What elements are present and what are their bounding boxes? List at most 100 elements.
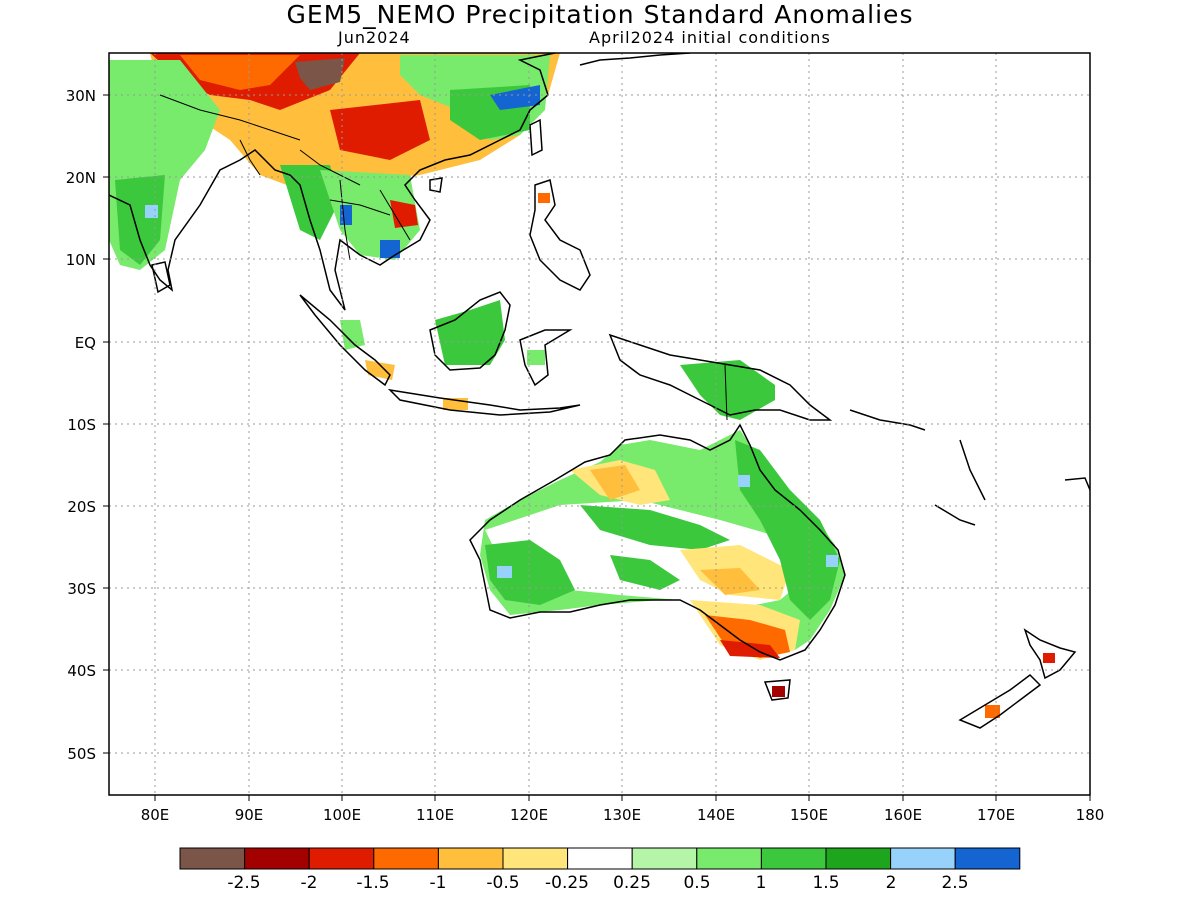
colorbar-label: 1 <box>756 873 767 893</box>
coast-borneo <box>429 291 511 371</box>
lon-tick-label: 100E <box>323 806 361 824</box>
coast-new-caledonia <box>934 504 976 526</box>
colorbar-swatch <box>631 847 698 870</box>
colorbar-swatch <box>502 847 569 870</box>
shade-tasmania-darkred <box>772 686 785 697</box>
lon-tick-label: 120E <box>510 806 548 824</box>
lat-tick-label: 10S <box>67 416 96 434</box>
coast-java <box>387 388 581 416</box>
shade-borneo-green <box>435 300 505 365</box>
colorbar-swatch <box>437 847 504 870</box>
lon-tick-label: 180 <box>1076 806 1105 824</box>
anomaly-field <box>109 53 1055 718</box>
lon-tick-label: 150E <box>790 806 828 824</box>
coast-fiji <box>1064 477 1090 491</box>
lat-tick-label: 40S <box>67 662 96 680</box>
shade-china-red-east <box>330 100 430 160</box>
colorbar-label: -0.5 <box>486 873 519 893</box>
colorbar-swatch <box>244 847 310 870</box>
shade-aus-green-west <box>485 540 575 605</box>
lon-tick-label: 80E <box>141 806 170 824</box>
shade-yangtze-blue <box>490 85 540 110</box>
colorbar-label: -2.5 <box>227 873 260 893</box>
lon-tick-label: 170E <box>977 806 1015 824</box>
colorbar-label: -2 <box>301 873 318 893</box>
lat-tick-label: 20S <box>67 498 96 516</box>
lat-tick-label: 10N <box>66 251 96 269</box>
colorbar-swatch <box>567 847 633 870</box>
lat-labels: 30N 20N 10N EQ 10S 20S 30S 40S 50S <box>66 87 96 763</box>
colorbar-label: 0.25 <box>613 873 651 893</box>
shade-aus-orange-north <box>590 465 640 500</box>
shade-aus-green-east <box>735 440 840 620</box>
colorbar-swatch <box>179 847 246 870</box>
coast-japan <box>579 53 691 66</box>
shade-india-lightblue <box>145 205 158 218</box>
lon-tick-label: 140E <box>697 806 735 824</box>
tick-marks <box>103 94 1091 801</box>
shade-aus-lightblue-ne <box>738 475 750 487</box>
shade-sumatra-green <box>340 320 365 350</box>
shade-luzon-orange <box>538 193 550 203</box>
lat-tick-label: 30S <box>67 580 96 598</box>
colorbar-label: 2 <box>886 873 897 893</box>
lat-tick-label: 50S <box>67 745 96 763</box>
shade-aus-green-band <box>580 505 730 550</box>
coast-sri-lanka <box>151 261 171 294</box>
shade-aus-green-central <box>610 555 680 590</box>
shade-png-green <box>680 360 775 420</box>
shade-vietnam-red <box>390 200 418 228</box>
coast-taiwan <box>529 118 543 157</box>
initial-conditions: April2024 initial conditions <box>589 28 831 47</box>
lon-tick-label: 90E <box>235 806 264 824</box>
shade-nz-north-red <box>1043 653 1055 663</box>
shade-java-orange <box>365 360 395 380</box>
coast-asia <box>109 53 556 311</box>
colorbar-label: 1.5 <box>812 873 839 893</box>
colorbar-labels: -2.5 -2 -1.5 -1 -0.5 -0.25 0.25 0.5 1 1.… <box>227 873 968 893</box>
lat-tick-label: EQ <box>75 334 96 352</box>
shade-tibet-orange <box>180 55 300 90</box>
coast-philippines <box>529 179 591 291</box>
coast-tasmania <box>763 679 791 701</box>
coast-sulawesi <box>519 329 573 387</box>
coast-vanuatu <box>959 439 986 501</box>
shade-sulawesi-green <box>527 350 545 365</box>
shade-aus-lightblue <box>497 566 512 578</box>
colorbar-label: -1.5 <box>356 873 389 893</box>
coast-sumatra <box>299 294 391 387</box>
borders <box>159 94 728 421</box>
coast-nz-south <box>958 674 1042 729</box>
colorbar-swatch <box>954 847 1021 870</box>
colorbar-swatch <box>890 847 956 870</box>
lat-tick-label: 20N <box>66 169 96 187</box>
coastlines <box>109 53 1090 729</box>
lon-tick-label: 160E <box>884 806 922 824</box>
colorbar-swatch <box>696 847 762 870</box>
shade-indochina-green <box>320 170 420 260</box>
shade-tibet-brown <box>295 58 345 90</box>
coast-new-guinea <box>608 333 833 421</box>
colorbar <box>179 847 1021 870</box>
forecast-month: Jun2024 <box>338 28 411 47</box>
coast-hainan <box>429 177 443 193</box>
colorbar-label: 0.5 <box>683 873 710 893</box>
colorbar-swatch <box>825 847 892 870</box>
coast-australia <box>469 423 846 661</box>
colorbar-swatch <box>308 847 375 870</box>
colorbar-label: -0.25 <box>545 873 589 893</box>
shade-aus-lightblue-e <box>826 555 838 567</box>
shade-cambodia-blue <box>380 240 400 258</box>
lon-tick-label: 130E <box>603 806 641 824</box>
coast-nz-north <box>1023 628 1077 680</box>
lat-tick-label: 30N <box>66 87 96 105</box>
colorbar-label: -1 <box>430 873 447 893</box>
gridlines <box>109 53 1090 795</box>
colorbar-swatch <box>760 847 827 870</box>
colorbar-swatch <box>373 847 439 870</box>
lon-labels: 80E 90E 100E 110E 120E 130E 140E 150E 16… <box>141 806 1105 824</box>
lon-tick-label: 110E <box>416 806 454 824</box>
shade-india-green-dark <box>115 175 165 265</box>
coast-solomon <box>849 409 926 431</box>
